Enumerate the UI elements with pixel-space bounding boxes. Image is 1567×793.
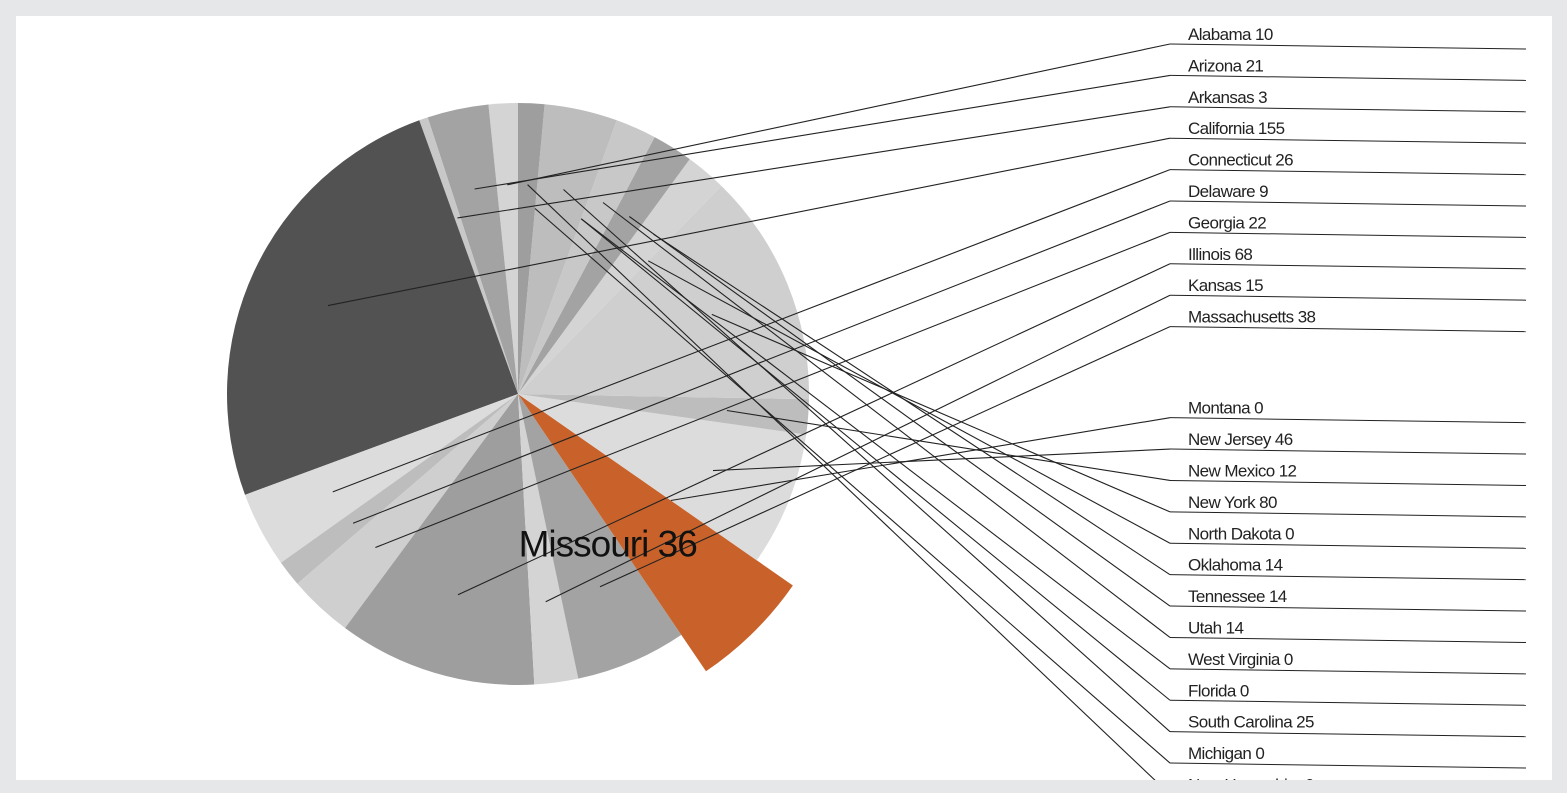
slice-label-alabama: Alabama 10 (1188, 25, 1273, 44)
leader-line-oklahoma (653, 233, 1171, 576)
leader-line-michigan (534, 208, 1171, 764)
label-underline-california (1169, 137, 1527, 144)
label-underline-georgia (1169, 231, 1527, 238)
leader-line-massachusetts (599, 326, 1171, 588)
label-underline-alabama (1169, 43, 1527, 50)
pie-slice-south-carolina (518, 104, 617, 395)
slice-label-north-dakota: North Dakota 0 (1188, 524, 1294, 543)
leader-line-new-jersey (712, 448, 1171, 472)
slice-label-kansas: Kansas 15 (1188, 276, 1263, 295)
leader-line-west-virginia (580, 218, 1171, 670)
slice-label-tennessee: Tennessee 14 (1188, 587, 1287, 606)
label-underline-montana (1169, 417, 1527, 424)
pie-slice-utah (518, 120, 655, 394)
label-underline-kansas (1169, 294, 1527, 301)
pie-slice-georgia (297, 394, 518, 629)
slice-label-new-mexico: New Mexico 12 (1188, 461, 1297, 480)
pie-slice-oklahoma (518, 159, 722, 394)
label-underline-connecticut (1169, 169, 1527, 176)
label-underline-arkansas (1169, 106, 1527, 113)
pie-slice-arizona (427, 104, 518, 394)
pie-slice-new-hampshire (518, 103, 545, 394)
leader-line-new-hampshire (527, 184, 1156, 780)
leader-line-georgia (375, 231, 1171, 549)
label-underline-delaware (1169, 200, 1527, 207)
pie-slice-illinois (345, 394, 535, 686)
slice-label-new-york: New York 80 (1188, 493, 1277, 512)
pie-slice-connecticut (245, 394, 518, 563)
leader-lines (327, 43, 1171, 780)
slice-label-florida: Florida 0 (1188, 681, 1249, 700)
slice-label-massachusetts: Massachusetts 38 (1188, 308, 1316, 327)
label-underline-west-virginia (1169, 668, 1527, 675)
slice-label-utah: Utah 14 (1188, 618, 1243, 637)
label-underline-utah (1169, 636, 1527, 643)
label-underline-florida (1169, 699, 1527, 706)
leader-line-arkansas (457, 106, 1171, 219)
label-underline-north-dakota (1169, 542, 1527, 549)
leader-line-south-carolina (563, 189, 1171, 733)
pie-slice-tennessee (518, 137, 690, 395)
slice-label-michigan: Michigan 0 (1188, 744, 1264, 763)
leader-line-alabama (507, 43, 1171, 186)
leader-line-new-york (711, 313, 1171, 513)
chart-frame: Alabama 10 Arizona 21 Arkansas 3 California… (16, 16, 1552, 780)
slice-label-new-hampshire: New Hampshire 9 (1188, 775, 1314, 780)
leader-line-montana (670, 417, 1171, 502)
leader-line-arizona (474, 74, 1171, 190)
leader-line-california (327, 137, 1171, 307)
pie-slice-massachusetts (518, 394, 682, 679)
label-underline-illinois (1169, 263, 1527, 270)
slice-label-georgia: Georgia 22 (1188, 213, 1266, 232)
label-underline-new-york (1169, 511, 1527, 518)
leader-line-delaware (352, 200, 1171, 524)
slice-label-new-jersey: New Jersey 46 (1188, 430, 1293, 449)
slice-label-delaware: Delaware 9 (1188, 182, 1268, 201)
leader-line-connecticut (332, 169, 1171, 493)
pie-slice-alabama (488, 103, 518, 394)
label-underline-michigan (1169, 762, 1527, 769)
pie-slice-delaware (280, 394, 518, 584)
slice-labels: Alabama 10 Arizona 21 Arkansas 3 California… (1169, 25, 1527, 780)
slice-label-arizona: Arizona 21 (1188, 56, 1263, 75)
highlight-label: Missouri 36 (519, 524, 697, 565)
label-underline-south-carolina (1169, 731, 1527, 738)
slice-label-west-virginia: West Virginia 0 (1188, 650, 1293, 669)
slice-label-connecticut: Connecticut 26 (1188, 151, 1293, 170)
leader-line-florida (580, 218, 1171, 701)
label-underline-oklahoma (1169, 574, 1527, 581)
leader-line-tennessee (628, 216, 1171, 607)
pie-slice-kansas (518, 394, 579, 685)
leader-line-illinois (457, 263, 1171, 596)
label-underline-massachusetts (1169, 326, 1527, 333)
leader-line-utah (602, 202, 1171, 638)
pie-slices (226, 103, 809, 686)
slice-label-south-carolina: South Carolina 25 (1188, 713, 1314, 732)
leader-line-kansas (545, 294, 1171, 603)
label-underline-new-jersey (1169, 448, 1527, 455)
pie-slice-arkansas (419, 117, 518, 394)
pie-slice-california (226, 120, 518, 495)
pie-slice-new-jersey (518, 394, 807, 561)
leader-line-new-mexico (726, 409, 1171, 482)
slice-label-illinois: Illinois 68 (1188, 245, 1252, 264)
label-underline-arizona (1169, 74, 1527, 81)
slice-label-arkansas: Arkansas 3 (1188, 88, 1267, 107)
slice-label-montana: Montana 0 (1188, 399, 1263, 418)
slice-label-oklahoma: Oklahoma 14 (1188, 556, 1283, 575)
pie-chart: Alabama 10 Arizona 21 Arkansas 3 California… (226, 25, 1527, 780)
slice-label-california: California 155 (1188, 119, 1285, 138)
label-underline-tennessee (1169, 605, 1527, 612)
label-underline-new-mexico (1169, 479, 1527, 486)
